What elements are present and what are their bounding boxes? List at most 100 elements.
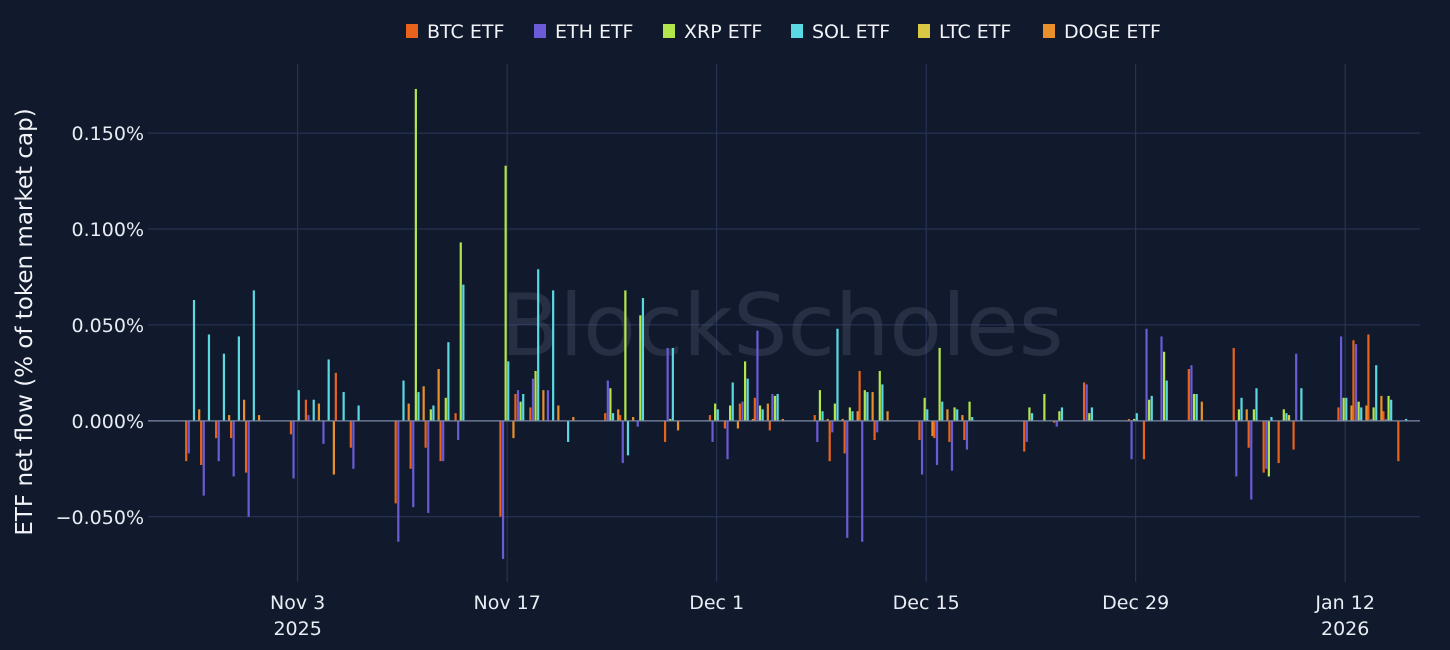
bar-xrp-etf — [1357, 401, 1360, 421]
bar-doge-etf — [632, 417, 635, 421]
bar-btc-etf — [1337, 407, 1340, 421]
bar-sol-etf — [836, 328, 839, 421]
bar-sol-etf — [671, 347, 674, 421]
bar-doge-etf — [437, 369, 440, 421]
bar-btc-etf — [334, 372, 337, 421]
bar-xrp-etf — [1088, 413, 1091, 421]
bar-btc-etf — [1053, 420, 1056, 423]
legend-swatch — [534, 24, 546, 38]
bar-xrp-etf — [1342, 397, 1345, 421]
bar-sol-etf — [776, 393, 779, 421]
bar-sol-etf — [1300, 388, 1303, 421]
bar-eth-etf — [666, 347, 669, 421]
bar-sol-etf — [881, 384, 884, 421]
legend-item-ltc-etf[interactable]: LTC ETF — [918, 21, 1011, 43]
bar-doge-etf — [257, 415, 261, 421]
x-tick-label: Nov 17 — [473, 592, 540, 614]
bar-sol-etf — [716, 409, 719, 421]
bar-btc-etf — [873, 420, 876, 441]
bar-sol-etf — [926, 409, 929, 421]
bar-btc-etf — [858, 370, 861, 421]
bar-xrp-etf — [818, 390, 822, 421]
bar-xrp-etf — [938, 347, 941, 421]
legend-item-btc-etf[interactable]: BTC ETF — [406, 21, 504, 43]
bar-xrp-etf — [624, 290, 627, 421]
bar-eth-etf — [427, 420, 430, 513]
bar-sol-etf — [1360, 407, 1363, 421]
bar-sol-etf — [1345, 397, 1348, 421]
bar-sol-etf — [402, 380, 405, 421]
bar-sol-etf — [761, 409, 764, 421]
legend-item-sol-etf[interactable]: SOL ETF — [791, 21, 890, 43]
bar-sol-etf — [821, 411, 824, 421]
legend-swatch — [918, 24, 930, 38]
bar-btc-etf — [738, 403, 741, 421]
bar-sol-etf — [1135, 413, 1138, 421]
bar-xrp-etf — [1133, 418, 1136, 421]
bar-eth-etf — [1235, 420, 1238, 477]
bar-xrp-etf — [414, 88, 417, 421]
bar-xrp-etf — [1058, 411, 1061, 421]
bar-sol-etf — [207, 334, 211, 421]
bar-sol-etf — [462, 284, 465, 421]
bar-btc-etf — [454, 413, 457, 421]
legend-swatch — [663, 24, 675, 38]
bar-btc-etf — [768, 420, 771, 431]
bar-btc-etf — [753, 397, 756, 421]
legend-item-eth-etf[interactable]: ETH ETF — [534, 21, 633, 43]
bar-xrp-etf — [1192, 393, 1196, 421]
bar-xrp-etf — [773, 395, 777, 421]
bar-eth-etf — [187, 420, 190, 454]
legend-label: ETH ETF — [555, 21, 633, 43]
y-tick-label: 0.050% — [72, 315, 144, 337]
x-tick-label: Dec 1 — [689, 592, 744, 614]
bar-xrp-etf — [1028, 407, 1031, 421]
bar-btc-etf — [349, 420, 352, 448]
bar-doge-etf — [422, 386, 425, 421]
bar-sol-etf — [1375, 365, 1378, 421]
bar-sol-etf — [1270, 417, 1273, 421]
y-tick-label: 0.150% — [72, 123, 144, 145]
bar-btc-etf — [948, 420, 951, 442]
bar-eth-etf — [412, 420, 415, 508]
bar-eth-etf — [816, 420, 819, 442]
bar-xrp-etf — [758, 405, 762, 421]
legend-swatch — [406, 24, 418, 38]
legend-item-xrp-etf[interactable]: XRP ETF — [663, 21, 762, 43]
bar-btc-etf — [289, 420, 293, 435]
bar-doge-etf — [407, 403, 410, 421]
bar-btc-etf — [1247, 420, 1250, 448]
bar-doge-etf — [961, 415, 964, 421]
bar-btc-etf — [499, 420, 502, 517]
legend[interactable]: BTC ETF ETH ETF XRP ETF SOL ETF LTC ETF DOGE … — [406, 21, 1161, 43]
bar-btc-etf — [1187, 369, 1190, 421]
bar-eth-etf — [1160, 336, 1163, 421]
bar-btc-etf — [828, 420, 831, 462]
bar-btc-etf — [529, 407, 532, 421]
bar-sol-etf — [522, 393, 525, 421]
bar-doge-etf — [332, 420, 335, 475]
bar-eth-etf — [352, 420, 355, 469]
bar-eth-etf — [1145, 328, 1148, 421]
bar-btc-etf — [1352, 340, 1355, 421]
bar-xrp-etf — [1148, 399, 1151, 421]
bar-btc-etf — [424, 420, 427, 448]
bar-sol-etf — [552, 290, 555, 421]
y-tick-labels: −0.050% 0.000% 0.050% 0.100% 0.150% — [56, 123, 144, 529]
bar-xrp-etf — [968, 401, 971, 421]
bar-doge-etf — [871, 392, 874, 421]
bar-btc-etf — [1142, 420, 1146, 460]
bar-eth-etf — [501, 420, 505, 559]
bar-eth-etf — [1369, 418, 1373, 421]
bar-xrp-etf — [953, 407, 956, 421]
bar-eth-etf — [442, 420, 445, 462]
bar-xrp-etf — [534, 370, 537, 421]
legend-item-doge-etf[interactable]: DOGE ETF — [1043, 21, 1161, 43]
bar-sol-etf — [941, 401, 944, 421]
bar-btc-etf — [1292, 420, 1295, 450]
bar-eth-etf — [516, 390, 520, 421]
bar-sol-etf — [192, 299, 196, 421]
bar-eth-etf — [247, 420, 250, 517]
bar-xrp-etf — [639, 315, 642, 421]
